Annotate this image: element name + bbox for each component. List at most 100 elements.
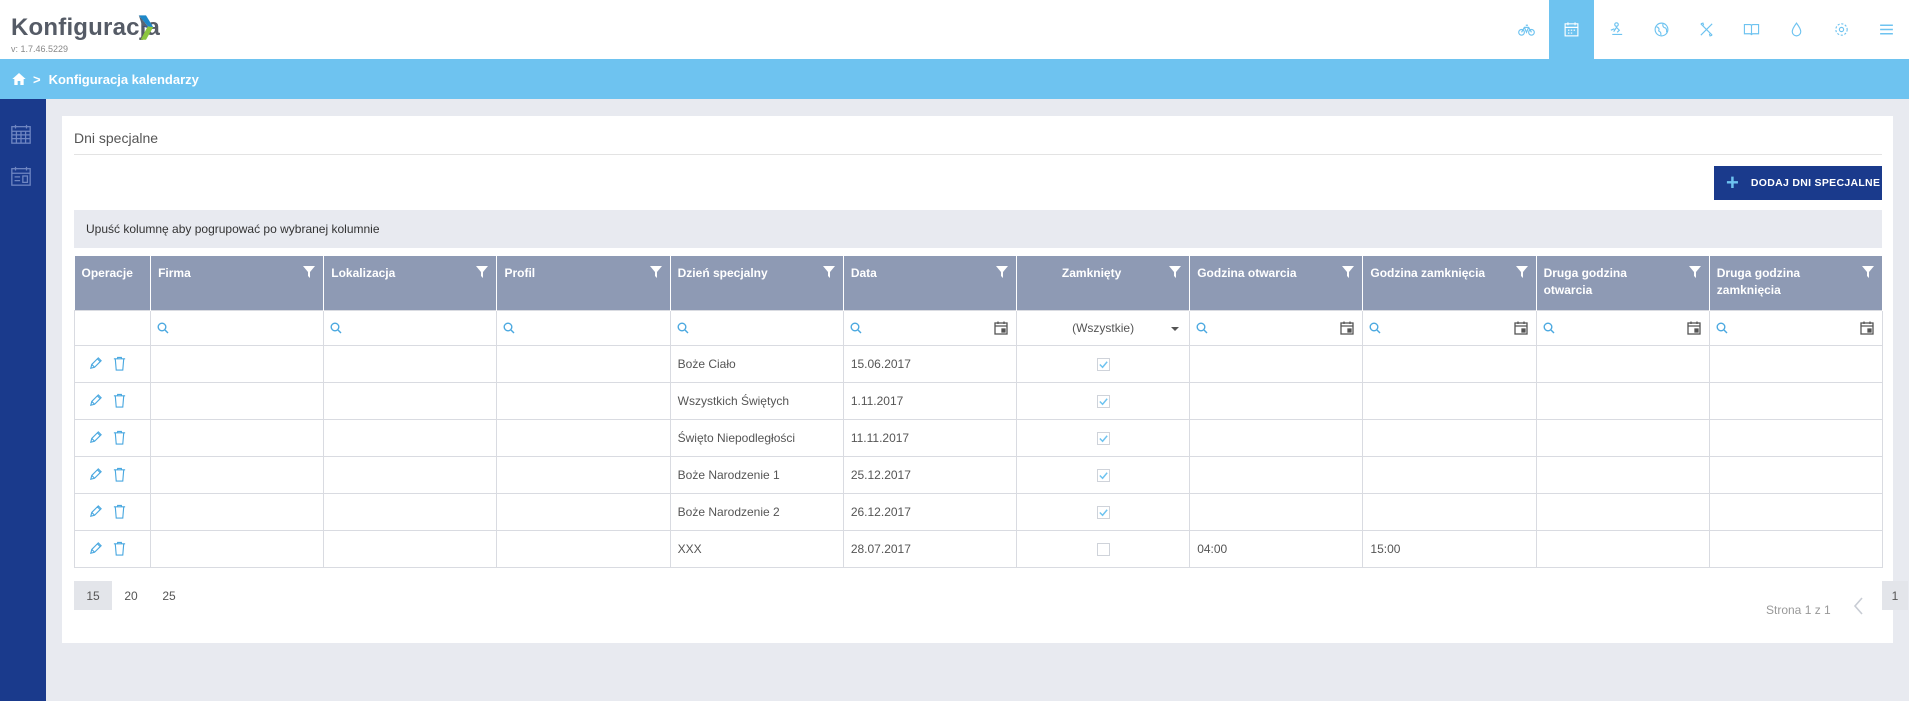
page-info: Strona 1 z 1 — [1766, 603, 1831, 617]
calendar-grid-icon[interactable] — [10, 123, 32, 145]
cell-dzien: XXX — [669, 529, 844, 568]
nav-skater[interactable] — [1594, 0, 1639, 59]
date-picker-icon[interactable] — [1687, 321, 1701, 335]
check-icon — [1098, 471, 1108, 479]
cell-dzien: Święto Niepodległości — [669, 418, 844, 457]
pencil-icon[interactable] — [88, 541, 103, 556]
column-header[interactable]: Firma — [150, 256, 325, 310]
nav-bike[interactable] — [1504, 0, 1549, 59]
filter-funnel-icon[interactable] — [822, 266, 835, 278]
brand[interactable]: Konfiguracja — [11, 14, 160, 42]
column-header[interactable]: Druga godzina otwarcia — [1536, 256, 1710, 310]
pencil-icon[interactable] — [88, 467, 103, 482]
group-drop-area[interactable]: Upuść kolumnę aby pogrupować po wybranej… — [74, 210, 1882, 248]
search-icon — [1716, 322, 1728, 333]
cell-profil — [496, 381, 671, 420]
pencil-icon[interactable] — [88, 430, 103, 445]
sidebar — [0, 99, 46, 701]
filter-funnel-icon[interactable] — [649, 266, 662, 278]
trash-icon[interactable] — [112, 393, 127, 408]
column-header[interactable]: Lokalizacja — [323, 256, 498, 310]
trash-icon[interactable] — [112, 504, 127, 519]
filter-funnel-icon[interactable] — [1169, 266, 1182, 278]
filter-zamkniecia[interactable] — [1362, 309, 1537, 346]
nav-settings[interactable] — [1819, 0, 1864, 59]
column-header[interactable]: Profil — [496, 256, 671, 310]
column-header-label: Dzień specjalny — [677, 266, 768, 280]
chevron-left-icon[interactable] — [1851, 596, 1867, 616]
filter-dzien[interactable] — [669, 309, 844, 346]
filter-funnel-icon[interactable] — [1862, 266, 1874, 278]
filter-funnel-icon[interactable] — [303, 266, 316, 278]
filter-otwarcia[interactable] — [1189, 309, 1364, 346]
check-icon — [1098, 434, 1108, 442]
nav-globe[interactable] — [1639, 0, 1684, 59]
add-special-days-button[interactable]: + DODAJ DNI SPECJALNE — [1714, 166, 1882, 200]
date-picker-icon[interactable] — [1513, 321, 1528, 335]
filter-druga-zamkniecia[interactable] — [1708, 309, 1884, 346]
trash-icon[interactable] — [112, 430, 127, 445]
page-size-option[interactable]: 20 — [124, 588, 138, 603]
trash-icon[interactable] — [112, 467, 127, 482]
title-divider — [74, 154, 1882, 155]
table-row[interactable]: Boże Narodzenie 2 26.12.2017 — [73, 492, 1884, 531]
date-picker-icon[interactable] — [1860, 321, 1874, 335]
closed-cell — [1016, 344, 1191, 383]
filter-lokalizacja[interactable] — [323, 309, 498, 346]
filter-funnel-icon[interactable] — [1688, 266, 1701, 278]
table-row[interactable]: XXX 28.07.2017 04:00 15:00 — [73, 529, 1884, 568]
column-header-label: Godzina zamknięcia — [1370, 266, 1486, 280]
filter-funnel-icon[interactable] — [476, 266, 489, 278]
filter-funnel-icon[interactable] — [996, 266, 1009, 278]
cell-druga-zamkniecia — [1708, 529, 1884, 568]
column-header[interactable]: Godzina zamknięcia — [1362, 256, 1537, 310]
filter-data[interactable] — [842, 309, 1018, 346]
nav-tools[interactable] — [1684, 0, 1729, 59]
page-number-button[interactable]: 1 — [1882, 581, 1908, 610]
filter-profil[interactable] — [496, 309, 671, 346]
filter-zamkniety-dropdown[interactable]: (Wszystkie) — [1016, 309, 1191, 346]
calendar-list-icon[interactable] — [10, 165, 32, 187]
column-header[interactable]: Dzień specjalny — [670, 256, 844, 310]
column-header[interactable]: Operacje — [74, 256, 152, 310]
table-row[interactable]: Boże Narodzenie 1 25.12.2017 — [73, 455, 1884, 494]
filter-funnel-icon[interactable] — [1515, 266, 1528, 278]
filter-funnel-icon[interactable] — [1342, 266, 1355, 278]
trash-icon[interactable] — [112, 541, 127, 556]
column-header[interactable]: Godzina otwarcia — [1189, 256, 1364, 310]
pencil-icon[interactable] — [88, 356, 103, 371]
table-row[interactable]: Święto Niepodległości 11.11.2017 — [73, 418, 1884, 457]
filter-druga-otwarcia[interactable] — [1535, 309, 1710, 346]
operations-cell — [73, 455, 152, 494]
nav-drop[interactable] — [1774, 0, 1819, 59]
table-row[interactable]: Wszystkich Świętych 1.11.2017 — [73, 381, 1884, 420]
breadcrumb-current[interactable]: Konfiguracja kalendarzy — [48, 71, 199, 87]
pencil-icon[interactable] — [88, 393, 103, 408]
nav-calendar[interactable] — [1549, 0, 1594, 59]
cell-dzien: Boże Narodzenie 2 — [669, 492, 844, 531]
column-header[interactable]: Druga godzina zamknięcia — [1709, 256, 1884, 310]
menu-icon — [1880, 24, 1893, 35]
page-size-option[interactable]: 15 — [74, 581, 112, 610]
page-size-option[interactable]: 25 — [162, 588, 176, 603]
nav-menu[interactable] — [1864, 0, 1909, 59]
nav-book[interactable] — [1729, 0, 1774, 59]
add-special-days-label: DODAJ DNI SPECJALNE — [1750, 177, 1881, 189]
column-header-label: Operacje — [81, 266, 133, 280]
cell-profil — [496, 344, 671, 383]
trash-icon[interactable] — [112, 356, 127, 371]
search-icon — [850, 322, 862, 333]
breadcrumb: > Konfiguracja kalendarzy — [0, 59, 1909, 99]
column-header[interactable]: Data — [843, 256, 1018, 310]
column-header[interactable]: Zamknięty — [1016, 256, 1191, 310]
row-actions — [82, 430, 143, 445]
pencil-icon[interactable] — [88, 504, 103, 519]
bike-icon — [1518, 24, 1535, 36]
date-picker-icon[interactable] — [994, 321, 1008, 335]
filter-firma[interactable] — [150, 309, 325, 346]
row-actions — [82, 504, 143, 519]
table-row[interactable]: Boże Ciało 15.06.2017 — [73, 344, 1884, 383]
home-icon[interactable] — [11, 71, 27, 87]
cell-druga-otwarcia — [1535, 418, 1710, 457]
date-picker-icon[interactable] — [1340, 321, 1355, 335]
